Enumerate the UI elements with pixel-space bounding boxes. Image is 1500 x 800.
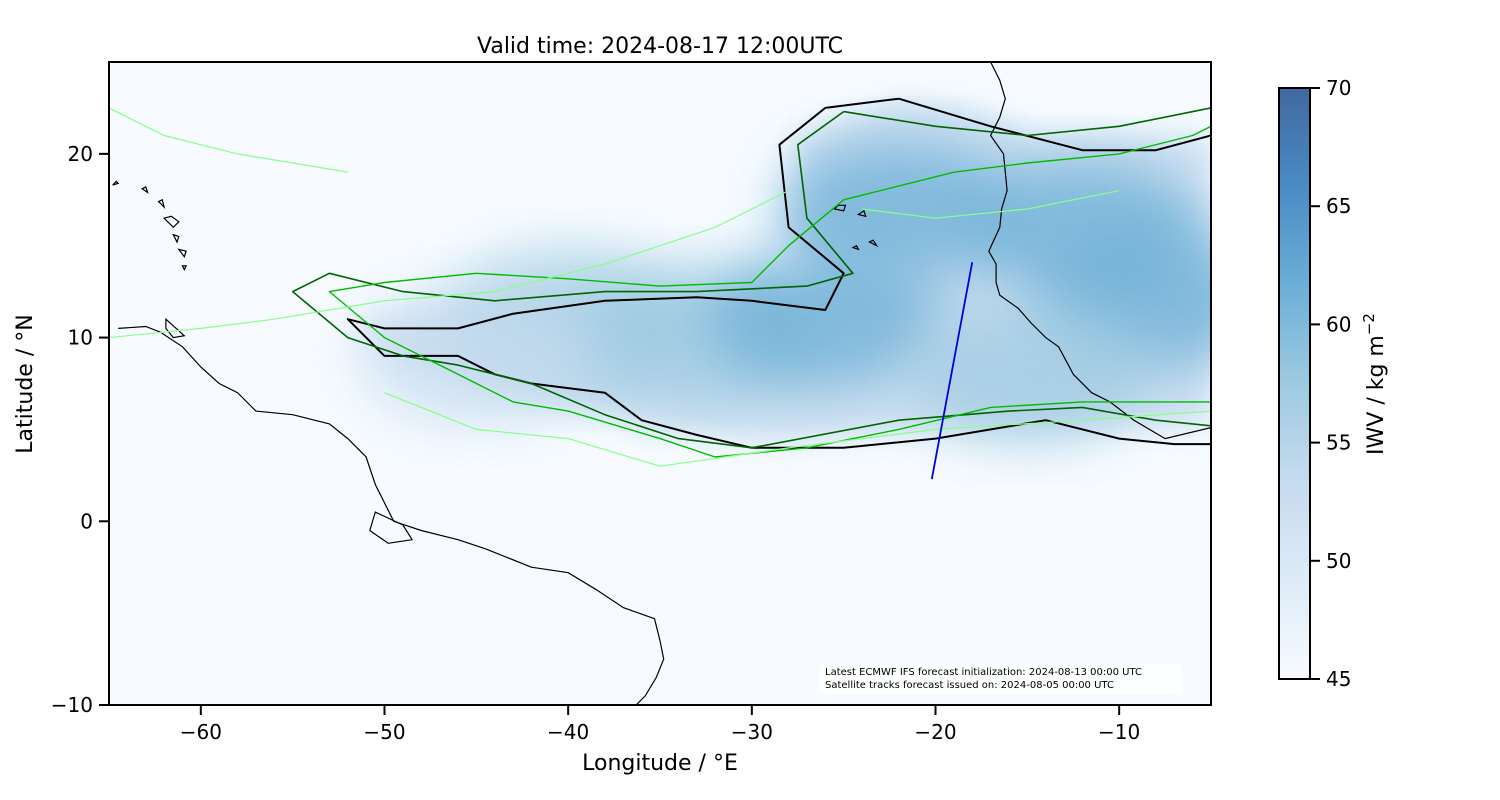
- contour-dkgreen-3: [843, 107, 1211, 137]
- contour-ltgreen-7: [384, 392, 1211, 467]
- iwv-field: [347, 98, 1211, 445]
- map-frame: [108, 61, 1212, 706]
- y-axis: −10 0 10 20: [51, 142, 109, 717]
- coastline-south-america: [118, 325, 665, 705]
- island-3: [851, 244, 860, 251]
- coastlines: [112, 62, 1211, 705]
- contour-ltgreen-9: [109, 107, 348, 173]
- annotation-background: [820, 664, 1182, 694]
- y-tick-label: −10: [51, 693, 93, 717]
- colorbar-tick-label: 70: [1326, 76, 1351, 100]
- contour-green-4: [328, 171, 1211, 458]
- x-tick-label: −20: [914, 720, 956, 744]
- y-tick-label: 0: [80, 509, 93, 533]
- colorbar-tick-label: 65: [1326, 194, 1351, 218]
- y-axis-label: Latitude / °N: [13, 314, 38, 453]
- colorbar-tick-label: 55: [1326, 431, 1351, 455]
- island-12: [369, 511, 414, 544]
- x-tick-label: −30: [731, 720, 773, 744]
- contour-black-0: [346, 97, 1211, 449]
- annotation-box: Latest ECMWF IFS forecast initialization…: [820, 664, 1182, 694]
- island-6: [181, 265, 188, 271]
- colorbar-tick-label: 45: [1326, 667, 1351, 691]
- island-8: [172, 233, 180, 244]
- colorbar-label-exponent: −2: [1360, 313, 1378, 335]
- annotation-line-forecast: Latest ECMWF IFS forecast initialization…: [825, 667, 1142, 678]
- island-0: [833, 204, 847, 212]
- satellite-track-line: [930, 262, 974, 480]
- island-9: [112, 180, 120, 186]
- x-tick-label: −10: [1098, 720, 1140, 744]
- iwv-blob-2: [705, 249, 946, 390]
- satellite-track: [930, 262, 974, 480]
- island-11: [157, 198, 166, 210]
- contour-dkgreen-2: [291, 110, 1211, 449]
- x-tick-label: −60: [180, 720, 222, 744]
- island-1: [856, 209, 867, 218]
- iwv-blob-6: [907, 304, 1148, 445]
- x-axis: −60 −50 −40 −30 −20 −10: [180, 705, 1140, 744]
- x-axis-label: Longitude / °E: [582, 751, 738, 776]
- iwv-blob-7: [356, 285, 597, 426]
- island-2: [868, 239, 879, 248]
- chart-title: Valid time: 2024-08-17 12:00UTC: [477, 34, 843, 59]
- island-4: [162, 215, 180, 229]
- y-tick-label: 20: [68, 142, 93, 166]
- contour-ltgreen-8: [861, 190, 1120, 219]
- map-area: [108, 61, 1212, 706]
- x-tick-label: −50: [363, 720, 405, 744]
- colorbar-label: IWV / kg m−2: [1360, 313, 1389, 455]
- colorbar-tick-label: 60: [1326, 312, 1351, 336]
- island-5: [177, 248, 187, 258]
- colorbar-tick-label: 50: [1326, 549, 1351, 573]
- island-10: [140, 186, 149, 194]
- contour-black-1: [898, 97, 1211, 152]
- annotation-line-tracks: Satellite tracks forecast issued on: 202…: [825, 680, 1114, 691]
- colorbar-ticks: 45 50 55 60 65 70: [1310, 76, 1351, 691]
- colorbar-label-text: IWV / kg m: [1364, 335, 1389, 455]
- contour-ltgreen-6: [109, 190, 789, 339]
- colorbar: 45 50 55 60 65 70 IWV / kg m−2: [1278, 76, 1389, 691]
- colorbar-gradient: [1278, 87, 1311, 680]
- x-tick-label: −40: [547, 720, 589, 744]
- contour-green-5: [953, 125, 1211, 173]
- y-tick-label: 10: [68, 326, 93, 350]
- iwv-blob-3: [778, 138, 1019, 279]
- contour-lines: [109, 97, 1211, 467]
